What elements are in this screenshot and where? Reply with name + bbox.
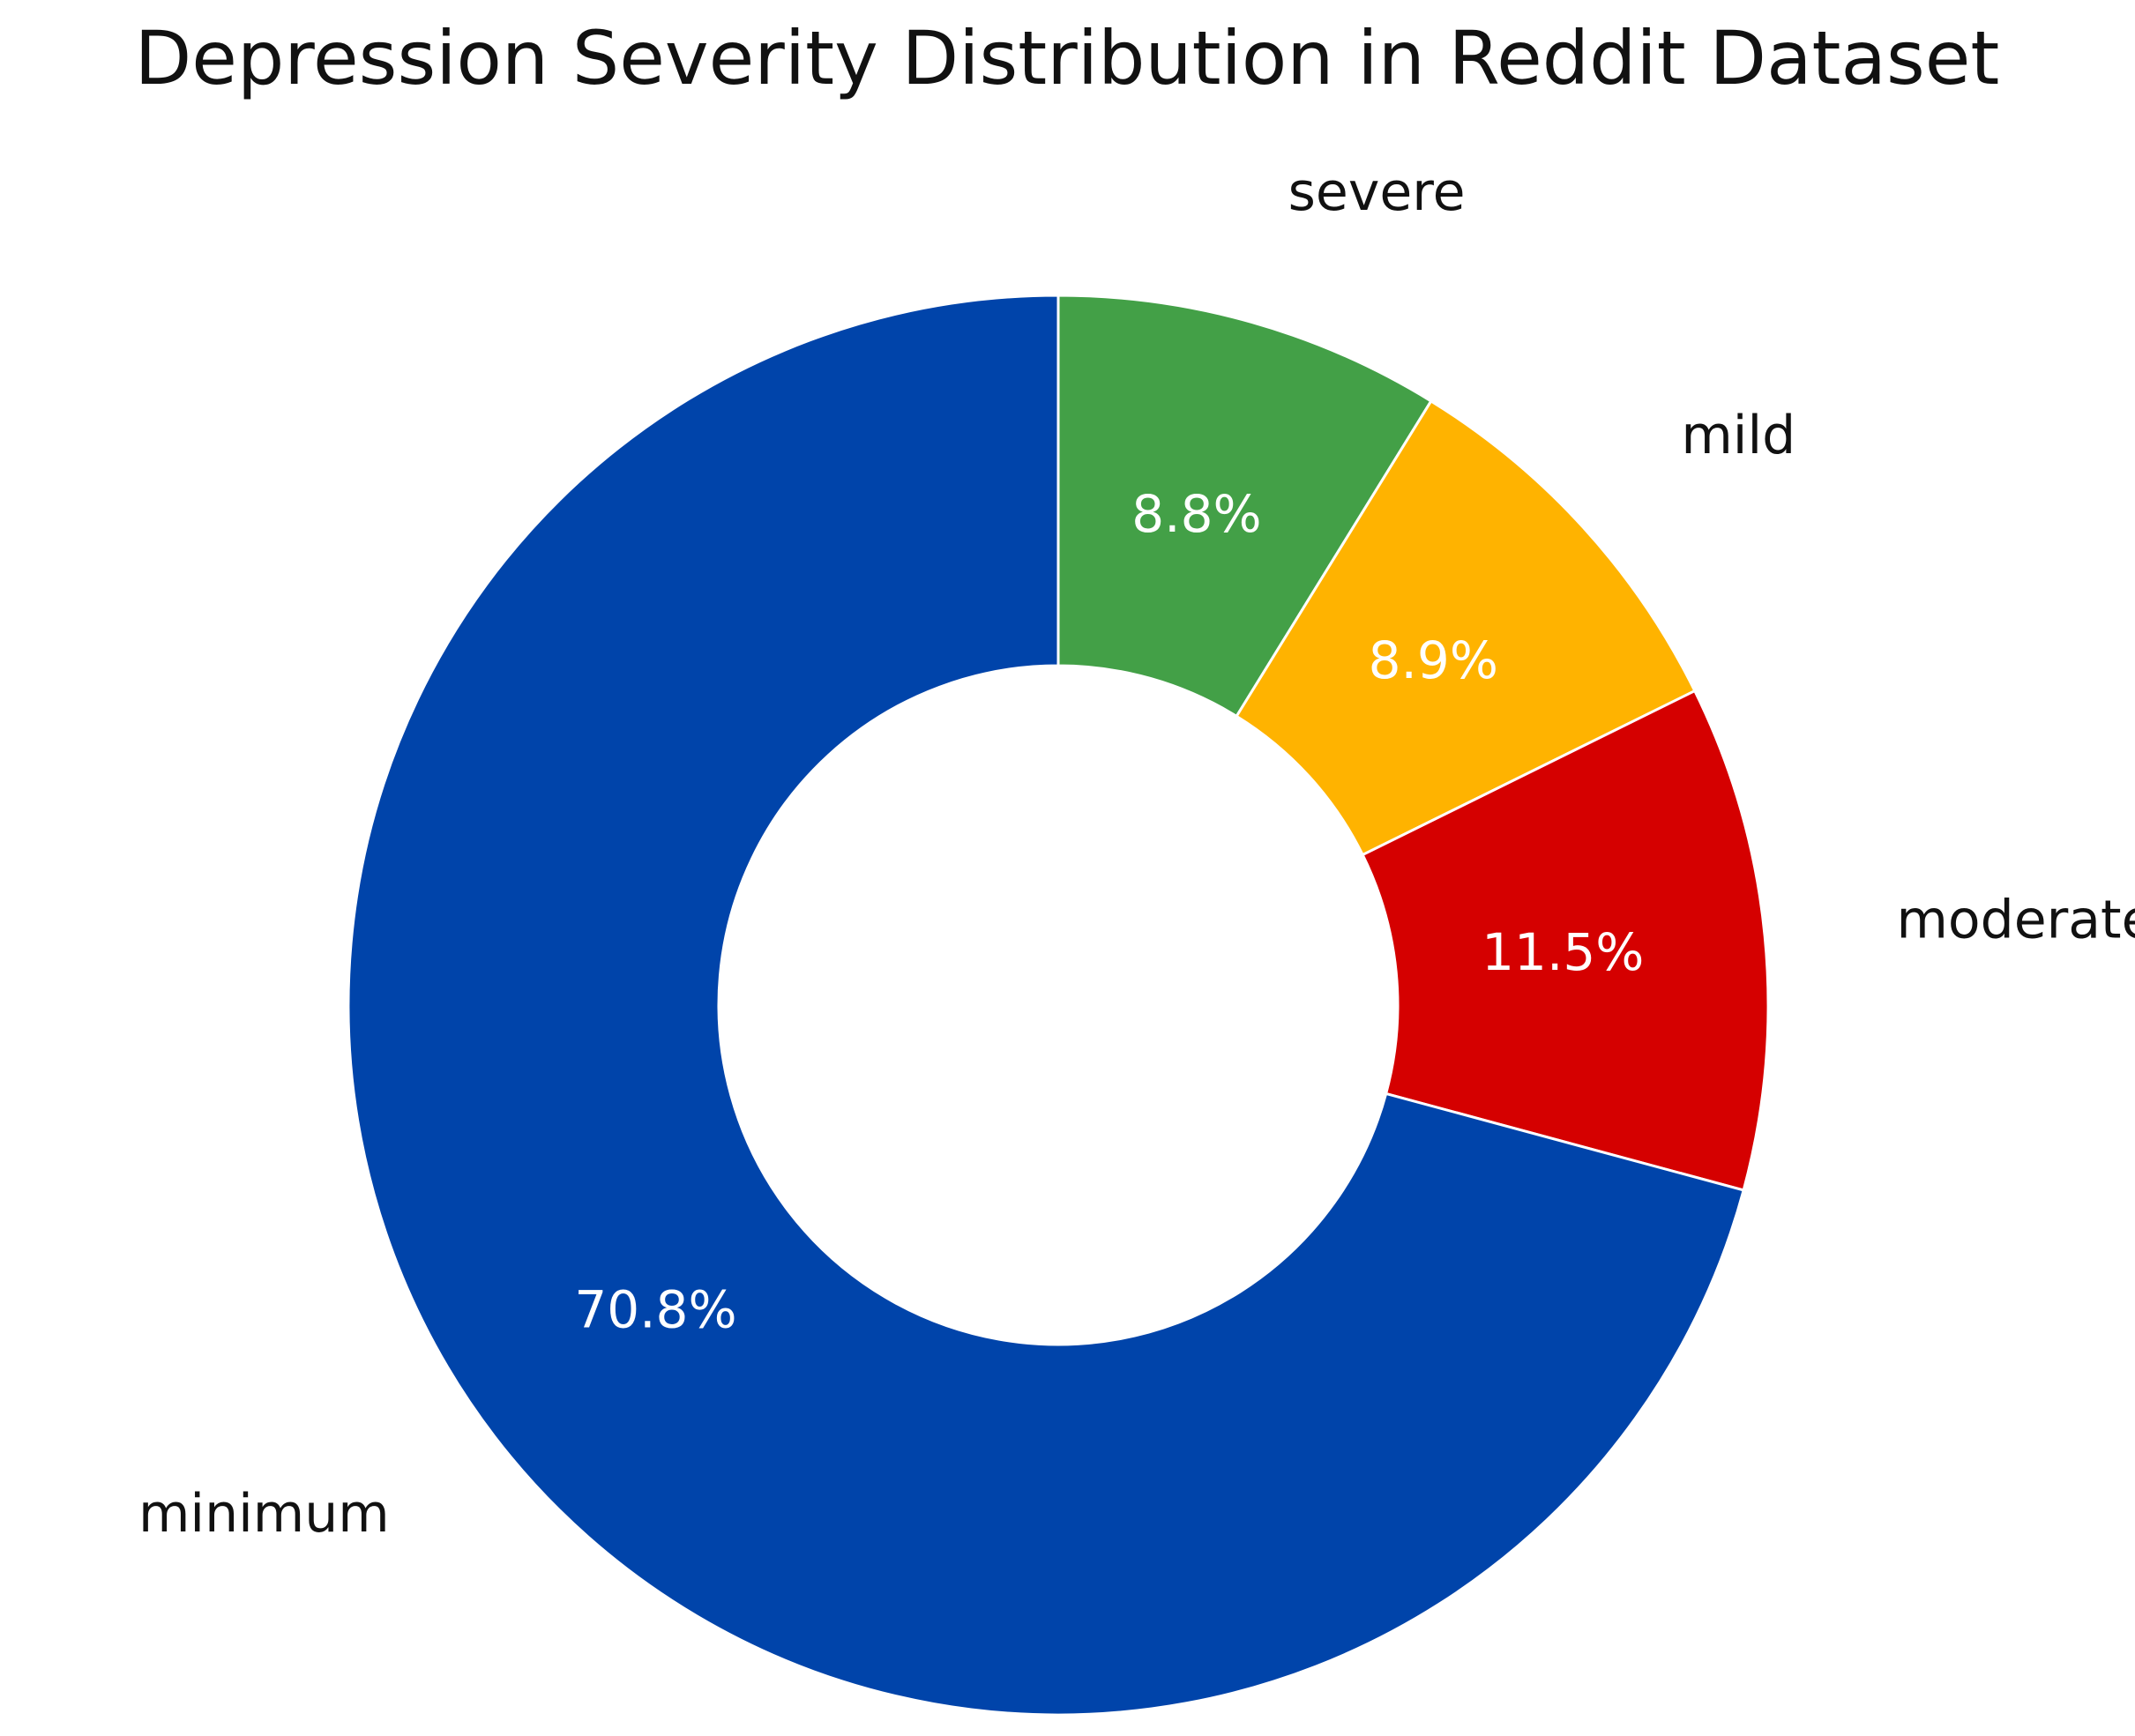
pct-label-moderate: 11.5% (1482, 922, 1644, 982)
slice-mild (1235, 399, 1697, 857)
chart-title: Depression Severity Distribution in Redd… (135, 15, 2000, 101)
category-label-moderate: moderate (1896, 890, 2135, 951)
category-label-severe: severe (1288, 161, 1466, 223)
category-label-minimum: minimum (138, 1483, 390, 1545)
slice-minimum (347, 294, 1745, 1717)
slices-layer (347, 294, 1770, 1717)
slice-severe (1056, 294, 1433, 719)
pct-label-severe: 8.8% (1131, 484, 1261, 544)
category-label-mild: mild (1681, 405, 1795, 466)
pct-label-mild: 8.9% (1369, 630, 1498, 690)
slice-moderate (1361, 689, 1770, 1192)
labels-layer: 8.8% severe 8.9% mild 11.5% moderate 70.8% mini… (138, 161, 2135, 1545)
pct-label-minimum: 70.8% (574, 1280, 736, 1340)
